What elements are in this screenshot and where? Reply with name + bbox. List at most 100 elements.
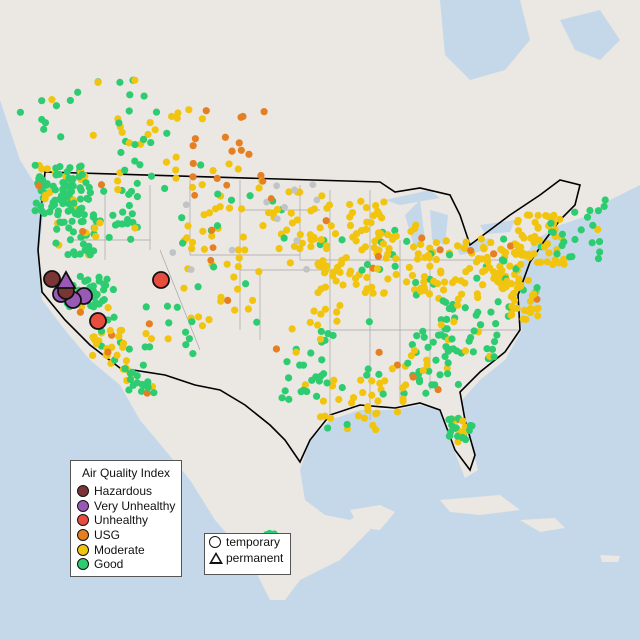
monitor-marker — [76, 184, 84, 192]
monitor-marker — [392, 270, 400, 279]
monitor-marker — [59, 178, 67, 187]
monitor-marker — [442, 298, 450, 306]
monitor-marker — [479, 281, 487, 289]
monitor-marker — [79, 227, 87, 236]
monitor-marker — [198, 115, 206, 123]
monitor-marker — [479, 243, 488, 252]
monitor-marker — [235, 254, 243, 262]
monitor-marker — [117, 148, 125, 157]
monitor-marker — [70, 199, 78, 207]
monitor-marker — [490, 353, 498, 361]
legend-item-usg: USG — [71, 528, 181, 543]
monitor-marker — [512, 250, 520, 258]
swatch-icon — [77, 558, 89, 571]
monitor-marker — [472, 311, 480, 319]
monitor-marker — [118, 326, 126, 334]
monitor-marker — [388, 365, 397, 373]
monitor-marker — [391, 226, 399, 234]
monitor-marker — [298, 239, 306, 247]
monitor-marker — [365, 318, 373, 326]
monitor-marker — [52, 164, 60, 172]
legend-item-hazardous: Hazardous — [71, 484, 181, 499]
monitor-marker — [211, 205, 220, 213]
monitor-marker — [326, 414, 335, 422]
monitor-marker — [316, 335, 325, 343]
monitor-marker — [199, 227, 207, 235]
monitor-marker — [553, 250, 561, 258]
monitor-marker — [461, 304, 469, 312]
monitor-marker — [188, 318, 196, 326]
monitor-marker — [92, 292, 100, 300]
monitor-marker — [568, 252, 576, 261]
monitor-marker — [85, 183, 93, 192]
monitor-marker — [436, 371, 444, 379]
monitor-marker — [74, 88, 82, 96]
monitor-marker — [76, 163, 84, 171]
monitor-marker — [460, 244, 468, 252]
monitor-marker — [151, 126, 159, 134]
monitor-marker — [318, 262, 326, 270]
monitor-marker — [223, 260, 231, 268]
monitor-marker — [234, 285, 242, 293]
monitor-marker — [90, 333, 98, 341]
monitor-marker — [319, 370, 328, 378]
monitor-marker — [208, 226, 216, 234]
monitor-marker — [142, 303, 150, 311]
monitor-marker — [596, 248, 604, 256]
monitor-marker — [583, 213, 592, 221]
monitor-marker — [139, 135, 148, 143]
monitor-marker — [429, 338, 437, 346]
legend-item-permanent: permanent — [205, 550, 290, 566]
monitor-marker — [363, 260, 372, 269]
monitor-marker — [198, 181, 206, 189]
monitor-marker — [586, 206, 594, 215]
monitor-marker — [205, 209, 214, 217]
monitor-marker — [133, 372, 141, 380]
monitor-marker — [78, 171, 86, 179]
monitor-marker — [161, 184, 169, 193]
monitor-marker — [358, 266, 366, 274]
monitor-marker — [444, 359, 452, 367]
monitor-marker — [346, 221, 355, 230]
monitor-marker — [173, 303, 181, 311]
monitor-marker — [363, 285, 371, 293]
legend-label: temporary — [226, 535, 281, 549]
monitor-marker — [49, 198, 57, 207]
monitor-marker — [152, 108, 161, 116]
monitor-marker — [285, 188, 293, 196]
monitor-marker — [376, 379, 384, 387]
circle-icon — [209, 536, 221, 548]
monitor-marker — [40, 125, 48, 133]
monitor-marker — [253, 318, 261, 326]
monitor-marker — [333, 317, 341, 325]
monitor-marker — [78, 204, 86, 212]
monitor-marker — [165, 319, 173, 327]
monitor-marker — [556, 215, 564, 223]
land — [0, 0, 640, 600]
monitor-marker — [59, 197, 67, 205]
monitor-markers — [16, 76, 609, 547]
monitor-marker — [35, 173, 44, 181]
monitor-marker — [119, 208, 127, 216]
monitor-marker — [338, 256, 346, 264]
monitor-marker — [260, 108, 268, 116]
monitor-marker — [299, 386, 308, 394]
monitor-marker — [443, 364, 451, 372]
monitor-marker — [420, 273, 429, 281]
monitor-marker — [363, 218, 371, 226]
monitor-marker — [473, 290, 481, 298]
monitor-marker — [466, 421, 475, 430]
monitor-marker — [457, 290, 466, 298]
monitor-marker — [443, 325, 451, 333]
monitor-marker — [293, 216, 302, 224]
monitor-marker — [449, 305, 457, 313]
us-border — [37, 171, 581, 472]
monitor-marker — [454, 295, 462, 303]
monitor-marker — [227, 196, 236, 204]
swatch-icon — [77, 514, 89, 527]
monitor-marker — [370, 244, 378, 252]
monitor-marker — [391, 262, 399, 270]
monitor-marker — [369, 421, 377, 429]
monitor-marker — [140, 92, 148, 100]
